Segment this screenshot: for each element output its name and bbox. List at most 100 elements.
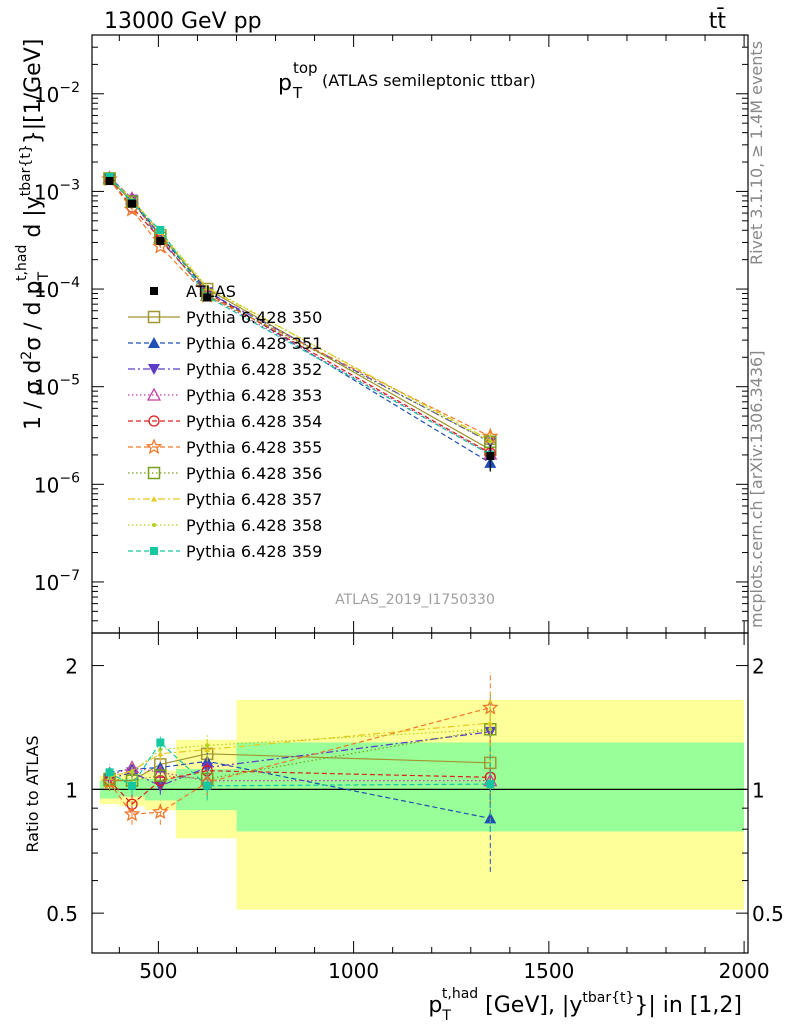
ratio-point: [481, 699, 499, 715]
main-ytick-label: 10−2: [34, 80, 80, 107]
data-point: [105, 176, 114, 185]
legend-entry-data: ATLAS: [150, 282, 236, 301]
legend-label: Pythia 6.428 359: [186, 542, 322, 561]
legend-label: ATLAS: [186, 282, 236, 301]
main-series-line: [109, 178, 491, 454]
main-series-line: [109, 178, 491, 443]
ratio-series-10: [105, 735, 495, 832]
data-point: [203, 293, 212, 302]
ratio-point: [154, 769, 167, 782]
ratio-series-line: [109, 770, 491, 806]
ratio-xtick-label: 2000: [719, 959, 770, 983]
title-subscript: T: [292, 84, 303, 102]
legend-entry-5: Pythia 6.428 354: [128, 412, 322, 431]
legend-marker: [148, 415, 160, 427]
legend-label: Pythia 6.428 351: [186, 334, 322, 353]
legend-marker: [147, 466, 161, 480]
ratio-ylabel: Ratio to ATLAS: [23, 735, 42, 852]
ratio-point: [156, 738, 165, 747]
legend-marker: [148, 364, 160, 375]
main-series-line: [109, 177, 491, 443]
ratio-series-line: [109, 728, 491, 777]
title-rest: (ATLAS semileptonic ttbar): [322, 71, 536, 90]
ratio-series-line: [109, 741, 491, 787]
header-process: tt̄: [709, 8, 727, 34]
ratio-point: [105, 768, 114, 777]
mcplots-label: mcplots.cern.ch [arXiv:1306.3436]: [747, 351, 766, 628]
ratio-ytick-label-left: 0.5: [46, 902, 78, 926]
legend-entry-2: Pythia 6.428 351: [128, 334, 322, 353]
ratio-point: [204, 746, 211, 753]
legend-marker: [145, 438, 163, 455]
legend-label: Pythia 6.428 358: [186, 516, 322, 535]
ratio-point: [157, 750, 164, 757]
legend-marker: [151, 496, 157, 502]
ratio-panel: 0.5 0.5 1 1 2 2 500 1000 1500 2000 Ratio to ATLA…: [23, 632, 784, 1024]
ratio-xtick-label: 500: [139, 959, 177, 983]
main-ytick-label: 10−5: [34, 373, 80, 400]
ylabel-text: 1 / σ d2σ / d pTt,had d |ytbar{t}}|[1/Ge…: [14, 39, 52, 430]
legend-entry-10: Pythia 6.428 359: [128, 542, 322, 561]
ratio-series-line: [109, 731, 491, 787]
data-point: [156, 237, 165, 246]
data-point: [486, 451, 495, 460]
main-ytick-label: 10−7: [34, 568, 80, 595]
ratio-ytick-label-right: 2: [752, 655, 765, 679]
main-plot-area: [101, 170, 499, 472]
main-point: [105, 172, 114, 181]
legend-entry-6: Pythia 6.428 355: [128, 438, 322, 457]
ratio-point: [205, 743, 210, 748]
legend-entry-9: Pythia 6.428 358: [128, 516, 322, 535]
legend-marker: [150, 287, 158, 295]
ratio-point: [487, 719, 494, 726]
ratio-ytick-label-right: 0.5: [752, 902, 784, 926]
ratio-point: [126, 798, 138, 810]
ratio-frame: [91, 632, 749, 954]
ratio-xlabel: pTt,had [GeV], |ytbar{t}}| in [1,2]: [428, 986, 742, 1024]
main-point: [488, 439, 493, 444]
ratio-ytick-label-left: 1: [65, 778, 78, 802]
legend-label: Pythia 6.428 352: [186, 360, 322, 379]
legend-label: Pythia 6.428 355: [186, 438, 322, 457]
legend-marker: [148, 337, 160, 348]
main-point: [205, 284, 210, 289]
legend-marker: [147, 310, 161, 324]
xlabel-text: pTt,had [GeV], |ytbar{t}}| in [1,2]: [428, 986, 742, 1024]
main-point: [156, 225, 165, 234]
legend-label: Pythia 6.428 350: [186, 308, 322, 327]
legend-label: Pythia 6.428 353: [186, 386, 322, 405]
ratio-point: [486, 780, 495, 789]
main-data-series: [105, 176, 495, 472]
legend-entry-8: Pythia 6.428 357: [128, 490, 322, 509]
main-point: [152, 237, 169, 254]
title-p: p: [278, 71, 292, 96]
analysis-watermark: ATLAS_2019_I1750330: [335, 592, 495, 608]
ratio-y-ticks: 0.5 0.5 1 1 2 2: [46, 655, 784, 927]
legend-label: Pythia 6.428 357: [186, 490, 322, 509]
ratio-ytick-label-right: 1: [752, 778, 765, 802]
rivet-label: Rivet 3.1.10, ≥ 1.4M events: [747, 41, 766, 265]
legend-entry-7: Pythia 6.428 356: [128, 464, 322, 483]
legend-label: Pythia 6.428 356: [186, 464, 322, 483]
ratio-point: [123, 805, 141, 822]
ratio-point: [488, 727, 493, 732]
ratio-x-ticks: 500 1000 1500 2000: [118, 633, 770, 983]
ratio-point: [130, 770, 135, 775]
header-energy: 13000 GeV pp: [104, 9, 262, 34]
main-ytick-label: 10−3: [34, 177, 80, 204]
main-title: p T top (ATLAS semileptonic ttbar): [278, 59, 536, 102]
main-ylabel: 1 / σ d2σ / d pTt,had d |ytbar{t}}|[1/Ge…: [14, 39, 52, 430]
title-superscript: top: [293, 59, 318, 77]
main-y-ticks: 10−7 10−6 10−5 10−4 10−3 10−2: [34, 34, 748, 634]
legend-marker: [146, 387, 162, 401]
data-point: [128, 199, 137, 208]
legend-entry-1: Pythia 6.428 350: [128, 308, 322, 327]
main-panel: 10−7 10−6 10−5 10−4 10−3 10−2 p T top (ATLAS …: [14, 34, 749, 634]
legend-marker: [152, 523, 156, 527]
ratio-point: [152, 803, 169, 820]
legend-marker: [150, 547, 158, 555]
main-ytick-label: 10−4: [34, 275, 80, 302]
ratio-xtick-label: 1500: [523, 959, 574, 983]
ratio-xtick-label: 1000: [328, 959, 379, 983]
